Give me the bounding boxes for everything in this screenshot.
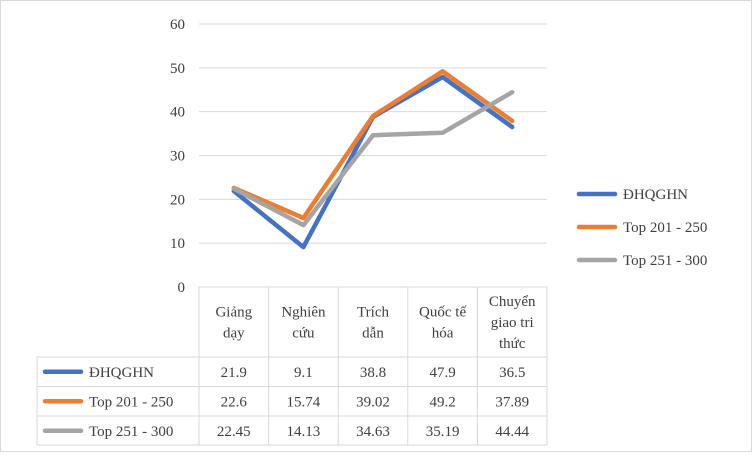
y-tick-label: 60 xyxy=(170,17,185,33)
y-tick-label: 50 xyxy=(170,61,185,77)
legend: ĐHQGHN Top 201 - 250 Top 251 - 300 xyxy=(576,187,707,269)
series-line-3 xyxy=(231,89,515,228)
table-cell-value: 9.1 xyxy=(294,365,313,381)
table-cell-value: 14.13 xyxy=(287,424,321,440)
series-line-1 xyxy=(231,74,515,250)
legend-label: Top 251 - 300 xyxy=(623,253,707,269)
category-label: dẫn xyxy=(362,326,384,342)
table-cell-value: 36.5 xyxy=(499,365,525,381)
data-table: Giảng dạy Nghiên cứu Trích dẫn Quốc tế hóa Chuyể… xyxy=(36,286,548,446)
legend-label: ĐHQGHN xyxy=(623,187,688,203)
series-line-2 xyxy=(231,69,515,221)
table-cell-value: 47.9 xyxy=(429,365,455,381)
table-cell-value: 21.9 xyxy=(221,365,247,381)
y-tick-label: 20 xyxy=(170,192,185,208)
category-label: dạy xyxy=(223,326,245,342)
table-cell-value: 22.6 xyxy=(221,394,248,410)
table-cell-value: 49.2 xyxy=(429,394,455,410)
table-cell-value: 37.89 xyxy=(495,394,529,410)
category-label: Giảng xyxy=(215,305,252,321)
y-tick-label: 10 xyxy=(170,236,185,252)
category-label: Trích xyxy=(357,305,389,321)
table-cell-value: 34.63 xyxy=(356,424,390,440)
table-cell-value: 22.45 xyxy=(217,424,251,440)
series-lines xyxy=(231,69,515,250)
category-label: hóa xyxy=(432,326,454,342)
category-label: Quốc tế xyxy=(419,305,466,321)
y-tick-label: 30 xyxy=(170,149,185,165)
legend-label: Top 201 - 250 xyxy=(623,220,707,236)
category-label: thức xyxy=(499,336,526,352)
table-cell-value: 44.44 xyxy=(495,424,529,440)
table-cell-value: 38.8 xyxy=(360,365,386,381)
y-tick-label: 0 xyxy=(178,280,186,296)
category-label: Chuyển xyxy=(489,294,536,310)
table-series-name: ĐHQGHN xyxy=(89,365,154,381)
table-series-name: Top 201 - 250 xyxy=(89,394,173,410)
y-axis-ticks: 0 10 20 30 40 50 60 xyxy=(170,17,185,296)
category-label: cứu xyxy=(292,326,315,342)
category-label: giao tri xyxy=(491,315,534,331)
y-tick-label: 40 xyxy=(170,105,185,121)
table-cell-value: 39.02 xyxy=(356,394,390,410)
category-label: Nghiên xyxy=(281,305,326,321)
table-cell-value: 35.19 xyxy=(426,424,460,440)
table-series-name: Top 251 - 300 xyxy=(89,424,173,440)
table-cell-value: 15.74 xyxy=(287,394,321,410)
